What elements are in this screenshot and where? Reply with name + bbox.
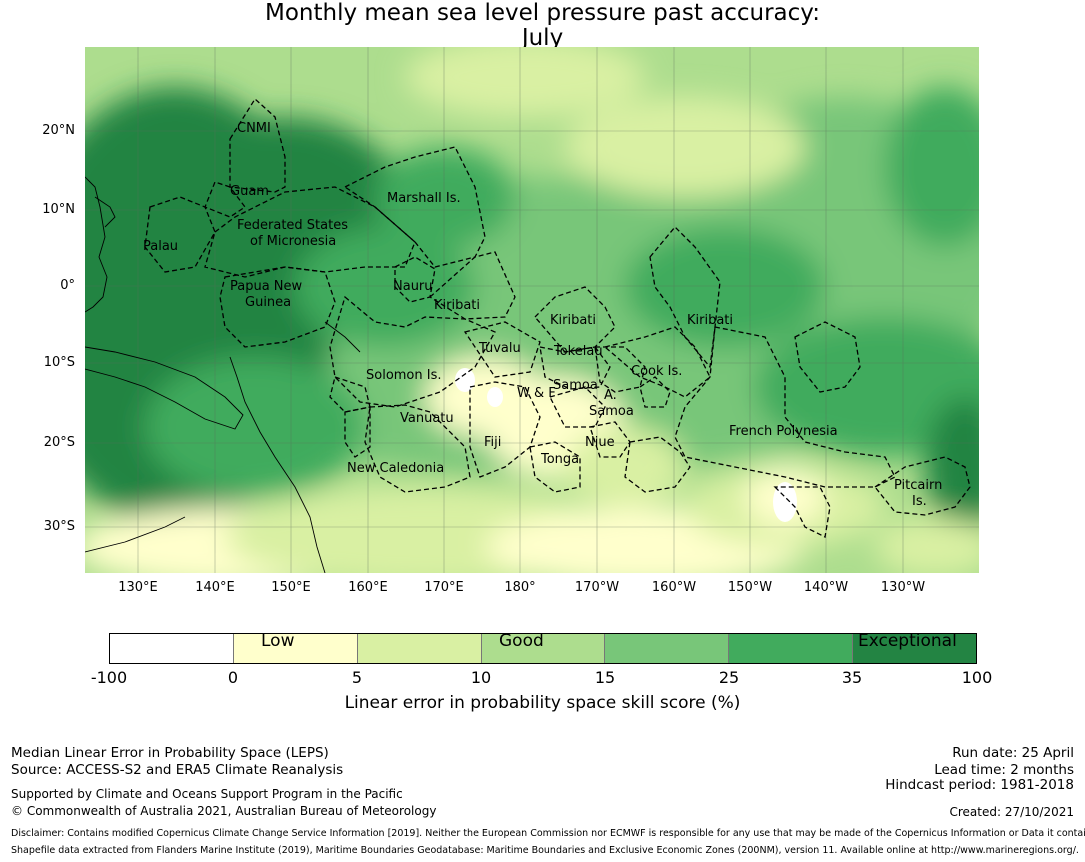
coastlines [85,176,361,573]
lon-label: 150°E [271,580,311,595]
lat-label: 0° [60,278,75,293]
region-label-pitcairn-1: Pitcairn [894,478,943,493]
lon-label: 130°W [880,580,926,595]
colorbar-segment [480,634,605,663]
region-label-vanuatu: Vanuatu [400,411,454,426]
lon-label: 130°E [118,580,158,595]
region-label-tuvalu: Tuvalu [479,341,521,356]
map-gridlines [85,47,979,573]
region-label-fiji: Fiji [484,435,502,450]
region-label-niue: Niue [585,435,615,450]
eez-boundaries [144,97,971,538]
footer-created: Created: 27/10/2021 [949,805,1074,819]
lat-label: 20°S [43,435,75,450]
lat-label: 30°S [43,519,75,534]
region-label-cook: Cook Is. [631,364,683,379]
footer-copyright: © Commonwealth of Australia 2021, Austra… [11,804,437,818]
footer-support: Supported by Climate and Oceans Support … [11,787,403,801]
map-title-line1: Monthly mean sea level pressure past acc… [265,0,820,26]
colorbar-tick: 10 [470,668,492,687]
colorbar-segment [356,634,481,663]
footer-disclaimer: Disclaimer: Contains modified Copernicus… [11,828,1085,839]
colorbar-tick: -100 [90,668,128,687]
footer-shapefile: Shapefile data extracted from Flanders M… [11,845,1079,856]
colorbar-segment [604,634,729,663]
region-label-nauru: Nauru [393,279,433,294]
region-label-kiribati-east: Kiribati [687,313,734,328]
region-label-palau: Palau [143,239,179,254]
skill-map-canvas [85,47,979,573]
region-label-fsm-2: of Micronesia [250,234,337,249]
colorbar-tick: 35 [841,668,863,687]
colorbar-category-good: Good [499,631,544,651]
footer-source: Source: ACCESS-S2 and ERA5 Climate Reana… [11,762,344,778]
region-label-fsm-1: Federated States [237,218,348,233]
footer-lead-time: Lead time: 2 months [934,762,1074,778]
region-label-kiribati-central: Kiribati [550,313,597,328]
lon-label: 150°W [727,580,773,595]
lon-label: 180° [504,580,536,595]
region-label-guam: Guam [230,184,269,199]
colorbar-segment [110,634,233,663]
region-label-american-samoa: Samoa [589,404,634,419]
colorbar-segment [728,634,853,663]
colorbar-tick: 0 [227,668,239,687]
lon-label: 170°W [574,580,620,595]
footer-leps: Median Linear Error in Probability Space… [11,745,329,761]
region-label-tonga: Tonga [541,452,580,467]
region-label-png-2: Guinea [245,295,292,310]
lon-label: 140°E [195,580,235,595]
colorbar-label: Linear error in probability space skill … [344,693,741,713]
region-label-wallis-futuna: W & F [517,386,556,401]
footer-run-date: Run date: 25 April [952,745,1074,761]
lon-label: 160°E [348,580,388,595]
colorbar-tick: 15 [594,668,616,687]
region-label-tokelau: Tokelau [554,344,603,359]
region-label-marshall: Marshall Is. [387,191,461,206]
region-label-french-polynesia: French Polynesia [729,424,838,439]
lon-label: 160°W [651,580,697,595]
colorbar-tick: 5 [351,668,363,687]
colorbar-segment [852,634,977,663]
region-label-samoa: Samoa [553,378,598,393]
skill-map [85,47,979,573]
colorbar [109,633,977,664]
lon-label: 140°W [803,580,849,595]
lon-label: 170°E [424,580,464,595]
region-label-pitcairn-2: Is. [912,494,927,509]
colorbar-category-exceptional: Exceptional [858,631,957,651]
region-label-new-caledonia: New Caledonia [347,461,445,476]
lat-label: 10°S [43,355,75,370]
region-label-american-samoa-a: A. [604,388,617,403]
colorbar-tick: 100 [961,668,993,687]
region-label-png-1: Papua New [230,279,303,294]
region-label-solomon: Solomon Is. [366,368,442,383]
region-label-kiribati-west: Kiribati [434,298,481,313]
footer-hindcast: Hindcast period: 1981-2018 [885,777,1074,793]
colorbar-tick: 25 [718,668,740,687]
lat-label: 10°N [42,202,75,217]
colorbar-category-low: Low [261,631,295,651]
lat-label: 20°N [42,123,75,138]
colorbar-segment [232,634,357,663]
region-label-cnmi: CNMI [237,121,271,136]
